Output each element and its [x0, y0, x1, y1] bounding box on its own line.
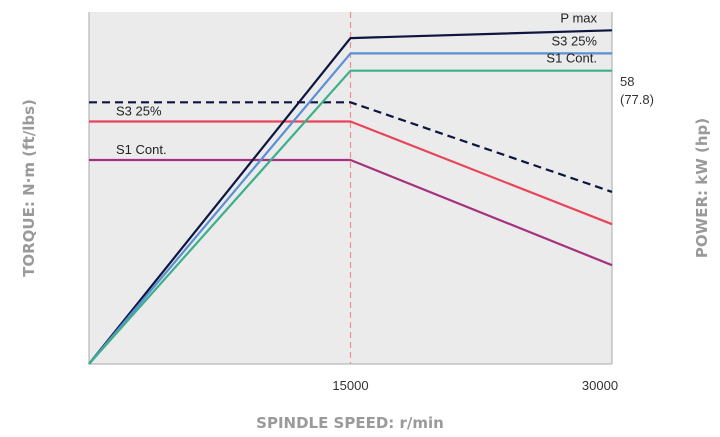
left-axis-title: TORQUE: N·m (ft/lbs)	[20, 99, 38, 277]
x-tick-label: 15000	[332, 378, 368, 393]
right-annotation-sub: (77.8)	[620, 92, 654, 107]
power-series-2-line	[88, 52, 612, 365]
power-series-2-label: S3 25%	[551, 33, 597, 48]
power-series-3-line	[88, 69, 612, 365]
torque-series-3-label: S1 Cont.	[116, 142, 167, 157]
torque-series-2-label: S3 25%	[116, 104, 162, 119]
power-series-3-label: S1 Cont.	[546, 51, 597, 66]
torque-series-1-line	[89, 101, 613, 193]
x-axis-title: SPINDLE SPEED: r/min	[256, 414, 444, 432]
power-series-1-label: P max	[560, 10, 597, 25]
torque-series-2-line	[89, 120, 613, 226]
torque-series-3-line	[89, 158, 613, 267]
power-series-1-line	[88, 29, 613, 365]
right-axis-title: POWER: kW (hp)	[693, 118, 711, 258]
right-annotation-value: 58	[620, 74, 634, 89]
x-tick-label: 30000	[582, 378, 618, 393]
